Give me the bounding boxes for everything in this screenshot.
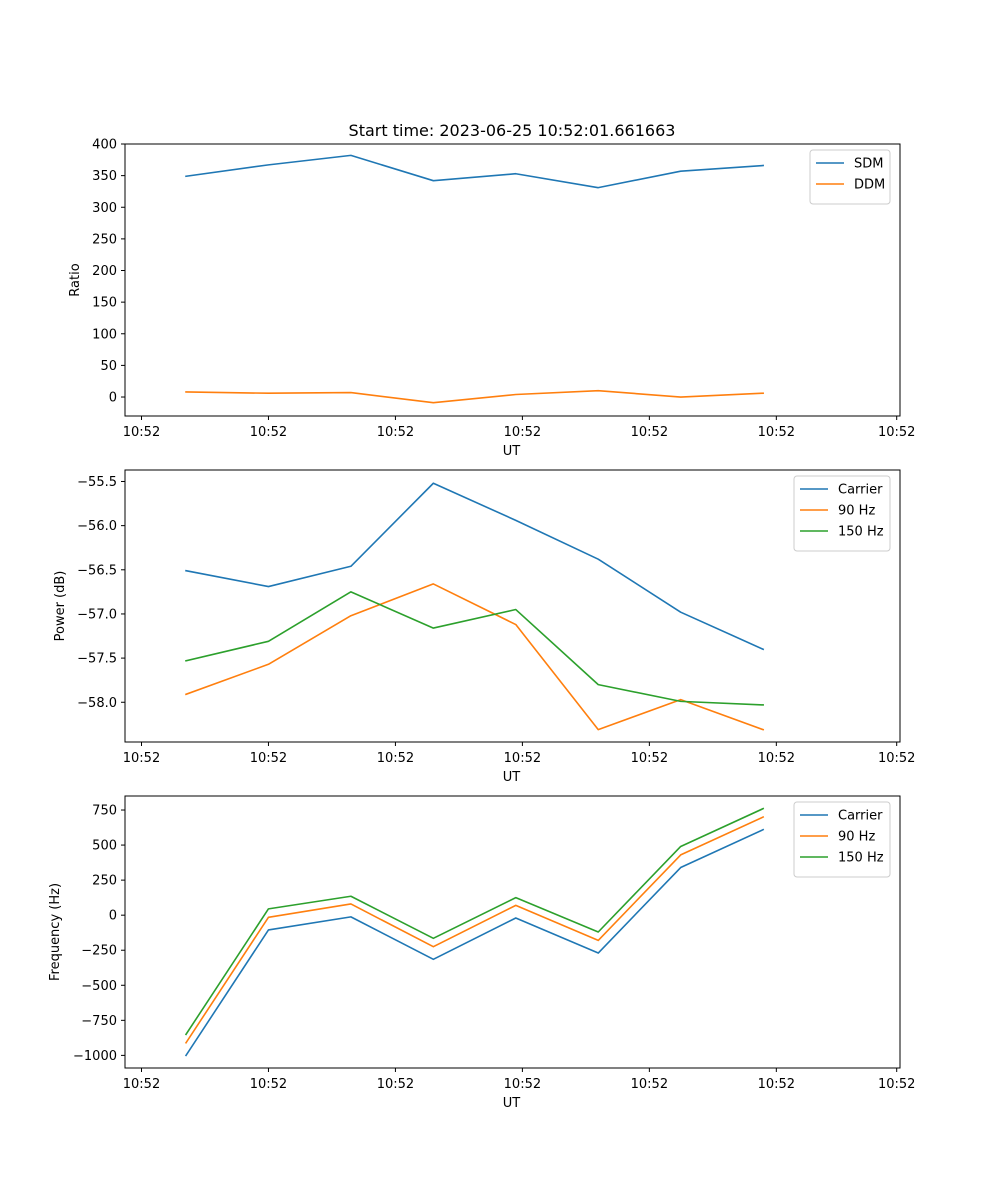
x-tick-label: 10:52 (377, 1077, 414, 1092)
x-tick-label: 10:52 (250, 751, 287, 766)
legend-label-90-hz: 90 Hz (838, 830, 875, 845)
legend-label-carrier: Carrier (838, 809, 883, 824)
x-tick-label: 10:52 (631, 751, 668, 766)
y-tick-label: 300 (92, 201, 117, 216)
series-line-carrier (185, 482, 765, 651)
x-tick-label: 10:52 (758, 751, 795, 766)
series-line-90-hz (184, 815, 765, 1044)
series-line-90-hz (184, 583, 765, 731)
y-tick-label: 0 (109, 391, 117, 406)
y-tick-label: 750 (92, 804, 117, 819)
axes-frame (124, 143, 901, 417)
legend-box (793, 801, 891, 878)
series-line-150-hz (185, 591, 764, 706)
y-tick-label: −57.0 (77, 607, 117, 622)
y-tick-label: −56.0 (77, 519, 117, 534)
x-tick-label: 10:52 (123, 751, 160, 766)
y-tick-label: 250 (92, 232, 117, 247)
y-tick-label: −58.0 (77, 696, 117, 711)
y-tick-label: 350 (92, 169, 117, 184)
x-tick-label: 10:52 (504, 425, 541, 440)
x-tick-label: 10:52 (250, 425, 287, 440)
y-tick-label: −500 (81, 979, 117, 994)
axes-frame (124, 795, 901, 1069)
y-tick-label: 0 (109, 909, 117, 924)
y-tick-label: 150 (92, 296, 117, 311)
legend-box (793, 475, 891, 552)
series-line-sdm (185, 154, 764, 189)
x-axis-label: UT (503, 444, 521, 459)
y-tick-label: −56.5 (77, 563, 117, 578)
y-tick-label: −57.5 (77, 652, 117, 667)
y-axis-label: Power (dB) (53, 571, 68, 642)
x-tick-label: 10:52 (377, 425, 414, 440)
x-tick-label: 10:52 (878, 425, 915, 440)
x-tick-label: 10:52 (377, 751, 414, 766)
y-tick-label: 100 (92, 327, 117, 342)
y-tick-label: −750 (81, 1014, 117, 1029)
y-axis-label: Ratio (68, 263, 83, 296)
x-tick-label: 10:52 (123, 425, 160, 440)
axes-frame (124, 469, 901, 743)
legend: Carrier 90 Hz 150 Hz (793, 801, 891, 878)
x-tick-label: 10:52 (758, 425, 795, 440)
x-tick-label: 10:52 (631, 425, 668, 440)
y-tick-label: −250 (81, 944, 117, 959)
x-tick-label: 10:52 (250, 1077, 287, 1092)
panel-2: 10:52 10:52 10:52 10:52 10:52 10:52 10:52 −58.0… (53, 469, 915, 785)
legend: SDM DDM (809, 149, 891, 205)
x-tick-label: 10:52 (878, 1077, 915, 1092)
x-tick-label: 10:52 (631, 1077, 668, 1092)
x-tick-label: 10:52 (504, 751, 541, 766)
legend-label-90-hz: 90 Hz (838, 504, 875, 519)
legend-label-150-hz: 150 Hz (838, 525, 884, 540)
y-tick-label: 50 (100, 359, 117, 374)
x-tick-label: 10:52 (878, 751, 915, 766)
series-line-carrier (184, 828, 765, 1057)
y-tick-label: 400 (92, 138, 117, 153)
x-tick-label: 10:52 (758, 1077, 795, 1092)
panel-1: 10:52 10:52 10:52 10:52 10:52 10:52 10:52 0 50 10… (68, 138, 915, 460)
legend: Carrier 90 Hz 150 Hz (793, 475, 891, 552)
y-tick-label: −1000 (73, 1049, 117, 1064)
x-axis-label: UT (503, 770, 521, 785)
y-tick-label: 200 (92, 264, 117, 279)
legend-label-carrier: Carrier (838, 483, 883, 498)
x-tick-label: 10:52 (123, 1077, 160, 1092)
y-axis-label: Frequency (Hz) (48, 883, 63, 981)
x-axis-label: UT (503, 1096, 521, 1111)
x-tick-label: 10:52 (504, 1077, 541, 1092)
y-tick-label: −55.5 (77, 475, 117, 490)
y-tick-label: 250 (92, 874, 117, 889)
series-line-150-hz (184, 807, 765, 1036)
series-line-ddm (185, 389, 764, 404)
y-tick-label: 500 (92, 839, 117, 854)
panel-3: 10:52 10:52 10:52 10:52 10:52 10:52 10:52 −1000… (48, 795, 915, 1111)
figure-title: Start time: 2023-06-25 10:52:01.661663 (349, 121, 676, 140)
legend-label-sdm: SDM (854, 157, 883, 172)
legend-label-150-hz: 150 Hz (838, 851, 884, 866)
legend-label-ddm: DDM (854, 178, 885, 193)
